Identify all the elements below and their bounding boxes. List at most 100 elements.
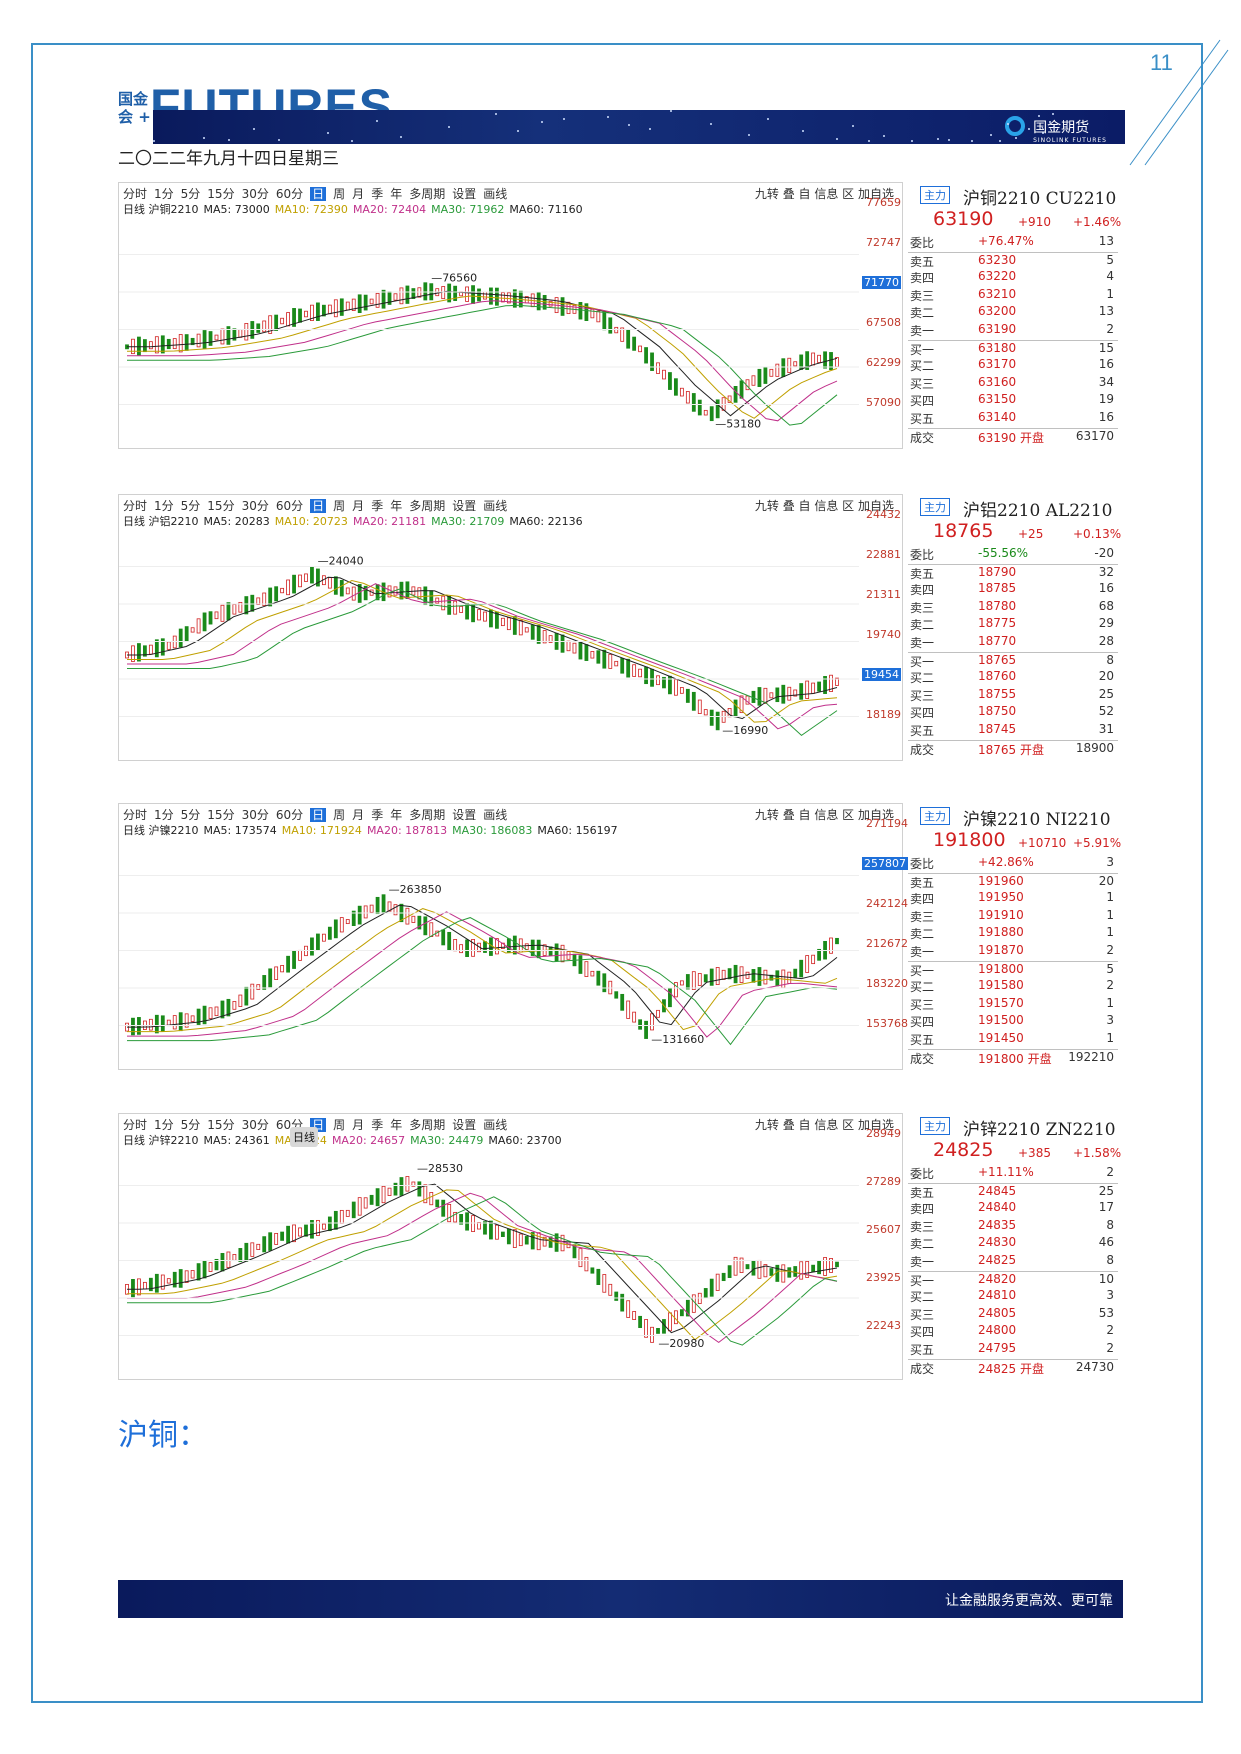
candle	[327, 1216, 332, 1232]
row-price: 191500	[978, 1013, 1024, 1028]
chart-tools[interactable]: 九转 叠 自 信息 区 加自选	[754, 187, 894, 201]
candle	[697, 399, 702, 416]
period-tab-9[interactable]: 季	[371, 187, 384, 201]
period-tab-1[interactable]: 1分	[154, 187, 174, 201]
period-tab-6[interactable]: 日	[310, 187, 327, 201]
period-tab-6[interactable]: 日	[310, 499, 327, 513]
period-tab-8[interactable]: 月	[352, 187, 365, 201]
candle	[548, 635, 553, 643]
row-volume: 20	[1098, 669, 1114, 684]
candle	[560, 944, 565, 963]
period-tab-0[interactable]: 分时	[123, 499, 148, 513]
period-tab-6[interactable]: 日	[310, 808, 327, 822]
period-tab-8[interactable]: 月	[352, 1118, 365, 1132]
period-tab-4[interactable]: 30分	[241, 499, 269, 513]
candle	[823, 1257, 827, 1276]
candle	[184, 1013, 189, 1028]
candle	[411, 288, 416, 299]
period-tab-13[interactable]: 画线	[483, 187, 508, 201]
period-tab-0[interactable]: 分时	[123, 808, 148, 822]
candle	[363, 1197, 368, 1209]
order-book-row: 卖四 191950 1	[908, 890, 1118, 906]
order-book-row: 买二 63170 16	[908, 357, 1118, 373]
period-tab-9[interactable]: 季	[371, 499, 384, 513]
period-tab-10[interactable]: 年	[390, 1118, 403, 1132]
period-tab-12[interactable]: 设置	[452, 1118, 477, 1132]
candle	[137, 643, 141, 662]
period-tab-5[interactable]: 60分	[275, 187, 304, 201]
candle	[429, 1192, 434, 1206]
period-tab-2[interactable]: 5分	[180, 808, 201, 822]
period-tab-8[interactable]: 月	[352, 499, 365, 513]
candle	[727, 968, 732, 980]
period-tab-13[interactable]: 画线	[483, 499, 508, 513]
period-tab-2[interactable]: 5分	[180, 499, 201, 513]
order-book-row: 卖三 63210 1	[908, 287, 1118, 303]
row-volume: 25	[1098, 1183, 1114, 1198]
candle	[685, 1299, 690, 1317]
period-tab-11[interactable]: 多周期	[409, 808, 446, 822]
period-tab-4[interactable]: 30分	[241, 808, 269, 822]
period-tab-11[interactable]: 多周期	[409, 499, 446, 513]
period-tab-11[interactable]: 多周期	[409, 1118, 446, 1132]
candle	[375, 1188, 380, 1207]
ma-m10: MA10: 20723	[274, 515, 348, 528]
row-price: 24840	[978, 1200, 1017, 1215]
period-tab-10[interactable]: 年	[390, 808, 403, 822]
chart-tools[interactable]: 九转 叠 自 信息 区 加自选	[754, 499, 894, 513]
period-tab-7[interactable]: 周	[333, 1118, 346, 1132]
candle	[811, 954, 816, 965]
period-tab-12[interactable]: 设置	[452, 499, 477, 513]
y-tick-label: 18189	[866, 708, 901, 721]
period-tab-3[interactable]: 15分	[207, 1118, 235, 1132]
candle	[190, 337, 195, 346]
period-tab-12[interactable]: 设置	[452, 808, 477, 822]
low-label: —20980	[658, 1337, 704, 1350]
period-tab-10[interactable]: 年	[390, 187, 403, 201]
chart-tools[interactable]: 九转 叠 自 信息 区 加自选	[754, 808, 894, 822]
y-tick-label: 22243	[866, 1319, 901, 1332]
candle	[495, 938, 499, 955]
y-tick-label: 153768	[866, 1017, 908, 1030]
candle	[190, 1270, 195, 1279]
period-tab-3[interactable]: 15分	[207, 499, 235, 513]
period-tab-2[interactable]: 5分	[180, 1118, 201, 1132]
candle	[614, 991, 619, 999]
period-tab-10[interactable]: 年	[390, 499, 403, 513]
candle	[471, 285, 475, 304]
period-tab-7[interactable]: 周	[333, 187, 346, 201]
candle	[512, 935, 517, 955]
period-tab-3[interactable]: 15分	[207, 187, 235, 201]
order-book-row: 卖四 18785 16	[908, 581, 1118, 597]
ma-m5: MA5: 20283	[203, 515, 270, 528]
order-book-row: 买一 63180 15	[908, 339, 1118, 357]
period-tab-1[interactable]: 1分	[154, 1118, 174, 1132]
period-tab-1[interactable]: 1分	[154, 499, 174, 513]
period-tab-13[interactable]: 画线	[483, 1118, 508, 1132]
period-tab-13[interactable]: 画线	[483, 808, 508, 822]
period-tab-3[interactable]: 15分	[207, 808, 235, 822]
candle	[674, 378, 678, 396]
period-tab-0[interactable]: 分时	[123, 187, 148, 201]
period-tab-1[interactable]: 1分	[154, 808, 174, 822]
price-change: +10710	[1018, 836, 1067, 850]
candle	[172, 1271, 177, 1288]
period-tab-0[interactable]: 分时	[123, 1118, 148, 1132]
period-tab-7[interactable]: 周	[333, 808, 346, 822]
period-tab-5[interactable]: 60分	[275, 808, 304, 822]
candle	[483, 1221, 487, 1235]
period-tab-9[interactable]: 季	[371, 808, 384, 822]
period-tab-4[interactable]: 30分	[241, 187, 269, 201]
period-tab-4[interactable]: 30分	[241, 1118, 269, 1132]
period-tab-7[interactable]: 周	[333, 499, 346, 513]
period-tab-8[interactable]: 月	[352, 808, 365, 822]
period-tab-11[interactable]: 多周期	[409, 187, 446, 201]
contract-tag: 主力	[920, 1117, 950, 1135]
period-tab-9[interactable]: 季	[371, 1118, 384, 1132]
period-tab-2[interactable]: 5分	[180, 187, 201, 201]
period-tab-12[interactable]: 设置	[452, 187, 477, 201]
period-tab-5[interactable]: 60分	[275, 499, 304, 513]
candlestick-plot: —24040 —16990	[119, 555, 859, 737]
candle	[656, 1009, 660, 1018]
chart-tools[interactable]: 九转 叠 自 信息 区 加自选	[754, 1118, 894, 1132]
